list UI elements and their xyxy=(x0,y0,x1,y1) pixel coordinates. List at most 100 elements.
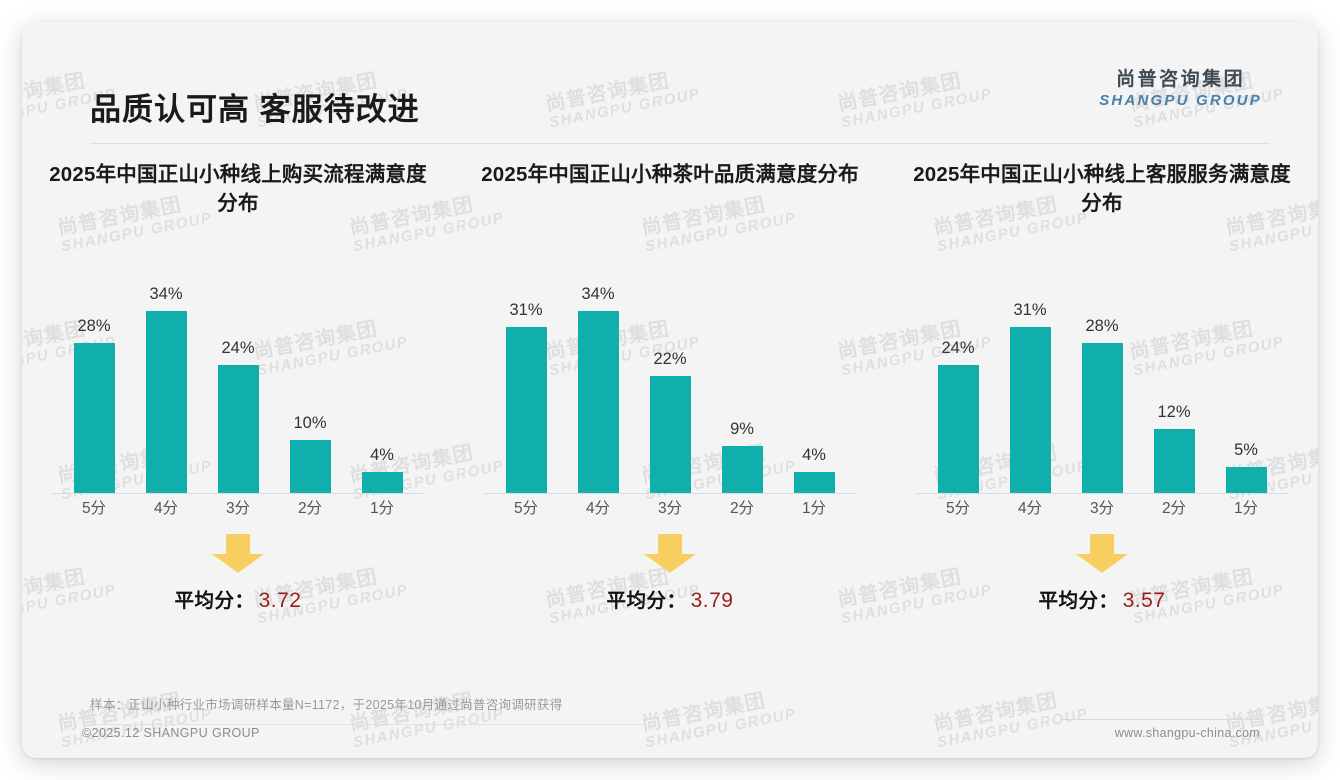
x-axis-line xyxy=(484,493,856,494)
bar-value-label: 34% xyxy=(149,285,183,303)
x-axis-tick-label: 4分 xyxy=(585,500,611,517)
x-axis-tick-label: 3分 xyxy=(1089,500,1115,517)
bar[interactable] xyxy=(505,327,547,494)
bar[interactable] xyxy=(1009,327,1051,494)
bar-group: 31% xyxy=(490,279,562,494)
bar-value-label: 4% xyxy=(802,446,826,464)
slide-footer: ©2025.12 SHANGPU GROUP www.shangpu-china… xyxy=(22,716,1318,758)
brand-name-cn: 尚普咨询集团 xyxy=(1116,69,1246,90)
bar-value-label: 4% xyxy=(370,446,394,464)
average-score-block: 平均分： 3.57 xyxy=(904,532,1300,628)
bar-value-label: 31% xyxy=(509,301,543,319)
bar-group: 5% xyxy=(1210,279,1282,494)
x-axis-labels: 5分 4分 3分 2分 1分 xyxy=(490,496,850,520)
chart-panel-1: 2025年中国正山小种线上购买流程满意度分布 28% 34% 24% 10% 4% 5分 4分… xyxy=(22,160,454,628)
bar-group: 4% xyxy=(346,279,418,494)
x-axis-tick-label: 2分 xyxy=(1161,500,1187,517)
bar-group: 28% xyxy=(58,279,130,494)
slide-card: 尚普咨询集团 SHANGPU GROUP 尚普咨询集团 SHANGPU GROUP 尚普… xyxy=(22,22,1318,758)
bar-value-label: 28% xyxy=(1085,317,1119,335)
arrow-down-icon xyxy=(1074,534,1130,574)
bar-series: 31% 34% 22% 9% 4% xyxy=(490,279,850,494)
chart-panel-3: 2025年中国正山小种线上客服服务满意度分布 24% 31% 28% 12% 5% 5分 4分… xyxy=(886,160,1318,628)
x-axis-tick-label: 5分 xyxy=(513,500,539,517)
bar-value-label: 22% xyxy=(653,350,687,368)
brand-logo: 尚普咨询集团 SHANGPU GROUP xyxy=(1099,64,1262,109)
bar-value-label: 5% xyxy=(1234,441,1258,459)
average-score-value: 3.57 xyxy=(1122,589,1166,612)
x-axis-line xyxy=(52,493,424,494)
charts-row: 2025年中国正山小种线上购买流程满意度分布 28% 34% 24% 10% 4% 5分 4分… xyxy=(22,160,1318,628)
bar-group: 12% xyxy=(1138,279,1210,494)
bar-series: 28% 34% 24% 10% 4% xyxy=(58,279,418,494)
average-score-text: 平均分： 3.57 xyxy=(1039,584,1166,613)
bar-group: 22% xyxy=(634,279,706,494)
bar[interactable] xyxy=(145,311,187,494)
x-axis-tick-label: 2分 xyxy=(729,500,755,517)
slide-header: 品质认可高 客服待改进 尚普咨询集团 SHANGPU GROUP xyxy=(22,22,1318,127)
average-label: 平均分： xyxy=(174,590,255,612)
arrow-down-icon xyxy=(210,534,266,574)
average-score-text: 平均分： 3.79 xyxy=(607,584,734,613)
x-axis-tick-label: 4分 xyxy=(153,500,179,517)
average-score-text: 平均分： 3.72 xyxy=(175,584,302,613)
bar-value-label: 28% xyxy=(77,317,111,335)
bar[interactable] xyxy=(577,311,619,494)
page-title: 品质认可高 客服待改进 xyxy=(90,92,420,127)
bar[interactable] xyxy=(937,365,979,494)
bar[interactable] xyxy=(1225,467,1267,494)
x-axis-labels: 5分 4分 3分 2分 1分 xyxy=(922,496,1282,520)
arrow-down-icon xyxy=(642,534,698,574)
x-axis-tick-label: 5分 xyxy=(81,500,107,517)
bar-value-label: 24% xyxy=(941,339,975,357)
bar-group: 34% xyxy=(130,279,202,494)
bar-series: 24% 31% 28% 12% 5% xyxy=(922,279,1282,494)
header-divider xyxy=(90,143,1270,144)
bar[interactable] xyxy=(73,343,115,494)
bar-value-label: 12% xyxy=(1157,403,1191,421)
x-axis-line xyxy=(916,493,1288,494)
bar[interactable] xyxy=(721,446,763,494)
x-axis-tick-label: 1分 xyxy=(369,500,395,517)
x-axis-tick-label: 5分 xyxy=(945,500,971,517)
bar-chart-plot: 28% 34% 24% 10% 4% 5分 4分 3分 2分 1分 xyxy=(52,252,424,520)
chart-panel-2: 2025年中国正山小种茶叶品质满意度分布 31% 34% 22% 9% 4% 5分 4分 3分 2… xyxy=(454,160,886,628)
x-axis-tick-label: 3分 xyxy=(225,500,251,517)
sample-footnote: 样本：正山小种行业市场调研样本量N=1172，于2025年10月通过尚普咨询调研… xyxy=(90,698,563,712)
x-axis-tick-label: 3分 xyxy=(657,500,683,517)
bar-value-label: 24% xyxy=(221,339,255,357)
x-axis-tick-label: 2分 xyxy=(297,500,323,517)
average-score-block: 平均分： 3.72 xyxy=(40,532,436,628)
footer-divider xyxy=(1060,719,1260,720)
average-label: 平均分： xyxy=(1038,590,1119,612)
bar-value-label: 10% xyxy=(293,414,327,432)
bar[interactable] xyxy=(649,376,691,494)
bar[interactable] xyxy=(1153,429,1195,494)
bar[interactable] xyxy=(217,365,259,494)
average-score-value: 3.79 xyxy=(690,589,734,612)
chart-title: 2025年中国正山小种线上购买流程满意度分布 xyxy=(49,163,427,216)
bar-value-label: 34% xyxy=(581,285,615,303)
brand-name-en: SHANGPU GROUP xyxy=(1099,92,1262,109)
bar-group: 4% xyxy=(778,279,850,494)
average-score-value: 3.72 xyxy=(258,589,302,612)
bar-chart-plot: 31% 34% 22% 9% 4% 5分 4分 3分 2分 1分 xyxy=(484,252,856,520)
bar-group: 31% xyxy=(994,279,1066,494)
bar[interactable] xyxy=(289,440,331,494)
bar[interactable] xyxy=(793,472,835,494)
bar[interactable] xyxy=(361,472,403,494)
bar-group: 28% xyxy=(1066,279,1138,494)
bar-value-label: 9% xyxy=(730,420,754,438)
copyright-text: ©2025.12 SHANGPU GROUP xyxy=(82,726,260,740)
bar-group: 10% xyxy=(274,279,346,494)
x-axis-tick-label: 1分 xyxy=(801,500,827,517)
bar-group: 24% xyxy=(922,279,994,494)
bar-group: 9% xyxy=(706,279,778,494)
chart-title: 2025年中国正山小种茶叶品质满意度分布 xyxy=(481,163,859,186)
bar[interactable] xyxy=(1081,343,1123,494)
bar-chart-plot: 24% 31% 28% 12% 5% 5分 4分 3分 2分 1分 xyxy=(916,252,1288,520)
bar-group: 34% xyxy=(562,279,634,494)
x-axis-tick-label: 4分 xyxy=(1017,500,1043,517)
footnote-divider xyxy=(90,724,646,725)
website-text: www.shangpu-china.com xyxy=(1114,726,1260,740)
